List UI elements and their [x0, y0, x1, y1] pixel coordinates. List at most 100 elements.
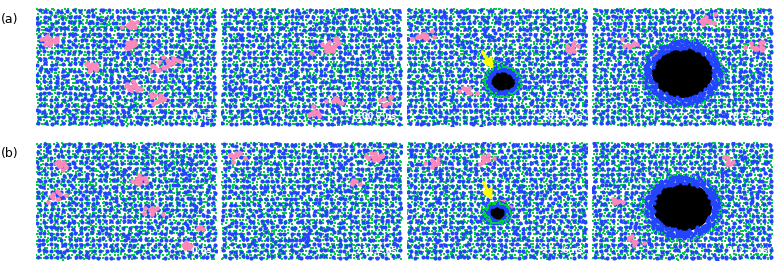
Point [155, 50, 168, 54]
Point [217, 42, 230, 46]
Point [128, 32, 140, 37]
Point [295, 195, 307, 199]
Point [189, 21, 201, 25]
Point [684, 27, 696, 31]
Point [445, 66, 457, 70]
Point [434, 175, 446, 179]
Point [506, 87, 518, 92]
Point [374, 197, 386, 201]
Point [196, 227, 209, 231]
Point [157, 39, 169, 43]
Point [133, 77, 145, 81]
Point [31, 95, 43, 99]
Point [308, 49, 320, 53]
Point [329, 14, 341, 18]
Point [253, 203, 265, 207]
Point [528, 35, 541, 39]
Point [625, 180, 638, 185]
Point [630, 180, 643, 184]
Point [741, 21, 753, 25]
Point [559, 179, 571, 183]
Point [656, 21, 669, 25]
Point [143, 97, 155, 102]
Point [49, 118, 61, 122]
Point [667, 8, 679, 12]
Point [715, 8, 728, 12]
Point [85, 109, 98, 114]
Point [262, 173, 274, 178]
Point [644, 102, 656, 106]
Point [405, 151, 417, 155]
Point [272, 214, 285, 218]
Point [233, 170, 245, 174]
Point [290, 60, 303, 64]
Point [265, 162, 277, 167]
Point [390, 156, 403, 160]
Point [478, 57, 490, 61]
Point [648, 62, 660, 66]
Point [504, 191, 516, 195]
Point [552, 25, 564, 29]
Point [90, 101, 102, 106]
Point [538, 239, 550, 243]
Point [442, 72, 454, 77]
Point [468, 20, 480, 24]
Point [482, 122, 494, 127]
Point [252, 11, 265, 16]
Point [521, 91, 533, 95]
Point [35, 39, 47, 43]
Point [393, 122, 405, 126]
Point [133, 249, 146, 254]
Point [45, 255, 57, 259]
Point [423, 222, 435, 226]
Point [85, 32, 98, 37]
Point [410, 195, 422, 199]
Point [746, 143, 758, 147]
Point [67, 207, 79, 211]
Point [228, 250, 241, 254]
Point [279, 49, 291, 54]
Point [252, 95, 265, 99]
Point [266, 191, 279, 195]
Point [244, 243, 257, 247]
Point [493, 65, 505, 69]
Point [207, 232, 220, 236]
Point [758, 25, 771, 29]
Point [640, 191, 653, 195]
Point [386, 173, 399, 177]
Point [638, 98, 650, 102]
Point [276, 42, 289, 46]
Point [127, 43, 140, 47]
Point [230, 153, 243, 157]
Point [469, 46, 482, 50]
Point [217, 149, 230, 154]
Point [342, 98, 355, 103]
Point [542, 201, 554, 205]
Point [696, 50, 708, 55]
Point [450, 24, 462, 29]
Point [629, 189, 642, 194]
Point [444, 174, 456, 178]
Point [230, 209, 242, 214]
Point [513, 80, 525, 85]
Point [393, 85, 406, 90]
Point [538, 163, 550, 167]
Point [576, 211, 588, 215]
Point [637, 142, 650, 146]
Point [210, 248, 222, 253]
Point [433, 148, 445, 153]
Point [185, 239, 198, 244]
Point [203, 174, 216, 178]
Point [380, 228, 393, 232]
Point [520, 112, 532, 117]
Point [506, 42, 518, 46]
Point [352, 84, 364, 88]
Point [216, 257, 228, 261]
Point [578, 50, 591, 54]
Point [573, 215, 586, 219]
Point [530, 152, 542, 157]
Point [146, 103, 158, 107]
Point [723, 98, 736, 102]
Point [422, 237, 435, 241]
Point [42, 228, 54, 233]
